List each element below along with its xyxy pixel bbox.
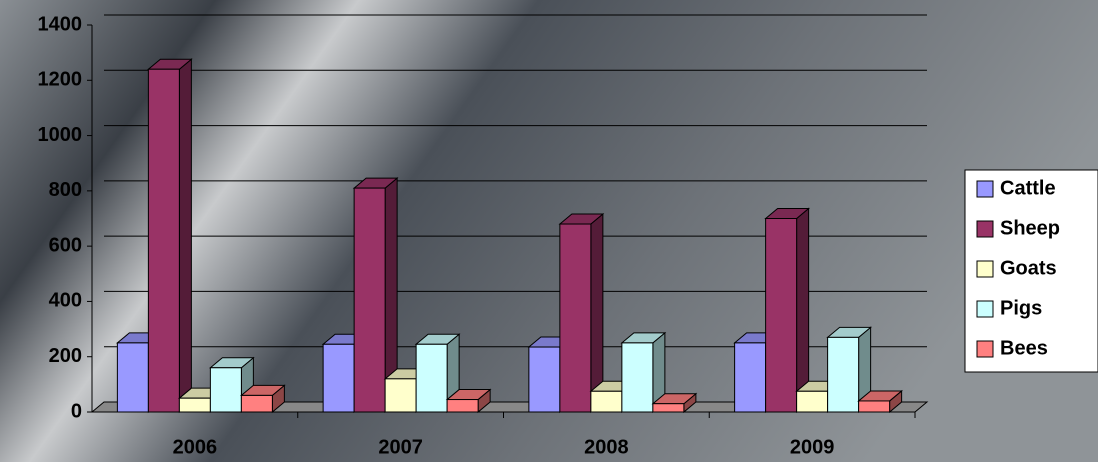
legend-label: Pigs (1000, 297, 1042, 319)
y-tick-label: 200 (49, 345, 82, 367)
y-tick-label: 600 (49, 234, 82, 256)
bar (353, 187, 386, 413)
y-tick-label: 1400 (38, 13, 83, 35)
legend-swatch (976, 300, 994, 318)
y-tick-label: 1000 (38, 124, 83, 146)
y-tick-label: 800 (49, 179, 82, 201)
bar (528, 346, 561, 413)
bar (384, 378, 417, 413)
bar (621, 342, 654, 413)
bar (415, 343, 448, 413)
bar (147, 68, 180, 413)
legend-swatch (976, 220, 994, 238)
x-tick-label: 2009 (790, 436, 835, 458)
x-tick-label: 2006 (173, 436, 218, 458)
legend-swatch (976, 180, 994, 198)
bar (858, 400, 891, 413)
bar-side (178, 58, 192, 414)
bar (322, 343, 355, 413)
bar (765, 218, 798, 413)
legend-label: Sheep (1000, 217, 1060, 239)
bar (446, 399, 479, 413)
bar (240, 394, 273, 413)
legend-label: Goats (1000, 257, 1057, 279)
bar-side (796, 207, 810, 414)
bar (796, 390, 829, 413)
bar (734, 342, 767, 413)
y-tick-label: 1200 (38, 69, 83, 91)
bar (209, 367, 242, 413)
x-tick-label: 2008 (584, 436, 629, 458)
bar (559, 223, 592, 413)
x-tick-label: 2007 (378, 436, 423, 458)
bar (827, 336, 860, 413)
legend-label: Cattle (1000, 177, 1056, 199)
legend-swatch (976, 340, 994, 358)
legend-label: Bees (1000, 337, 1048, 359)
legend-swatch (976, 260, 994, 278)
bar (652, 403, 685, 413)
bar (116, 342, 149, 413)
y-tick-label: 0 (71, 400, 82, 422)
y-tick-label: 400 (49, 290, 82, 312)
bar (590, 390, 623, 413)
bar (178, 397, 211, 413)
